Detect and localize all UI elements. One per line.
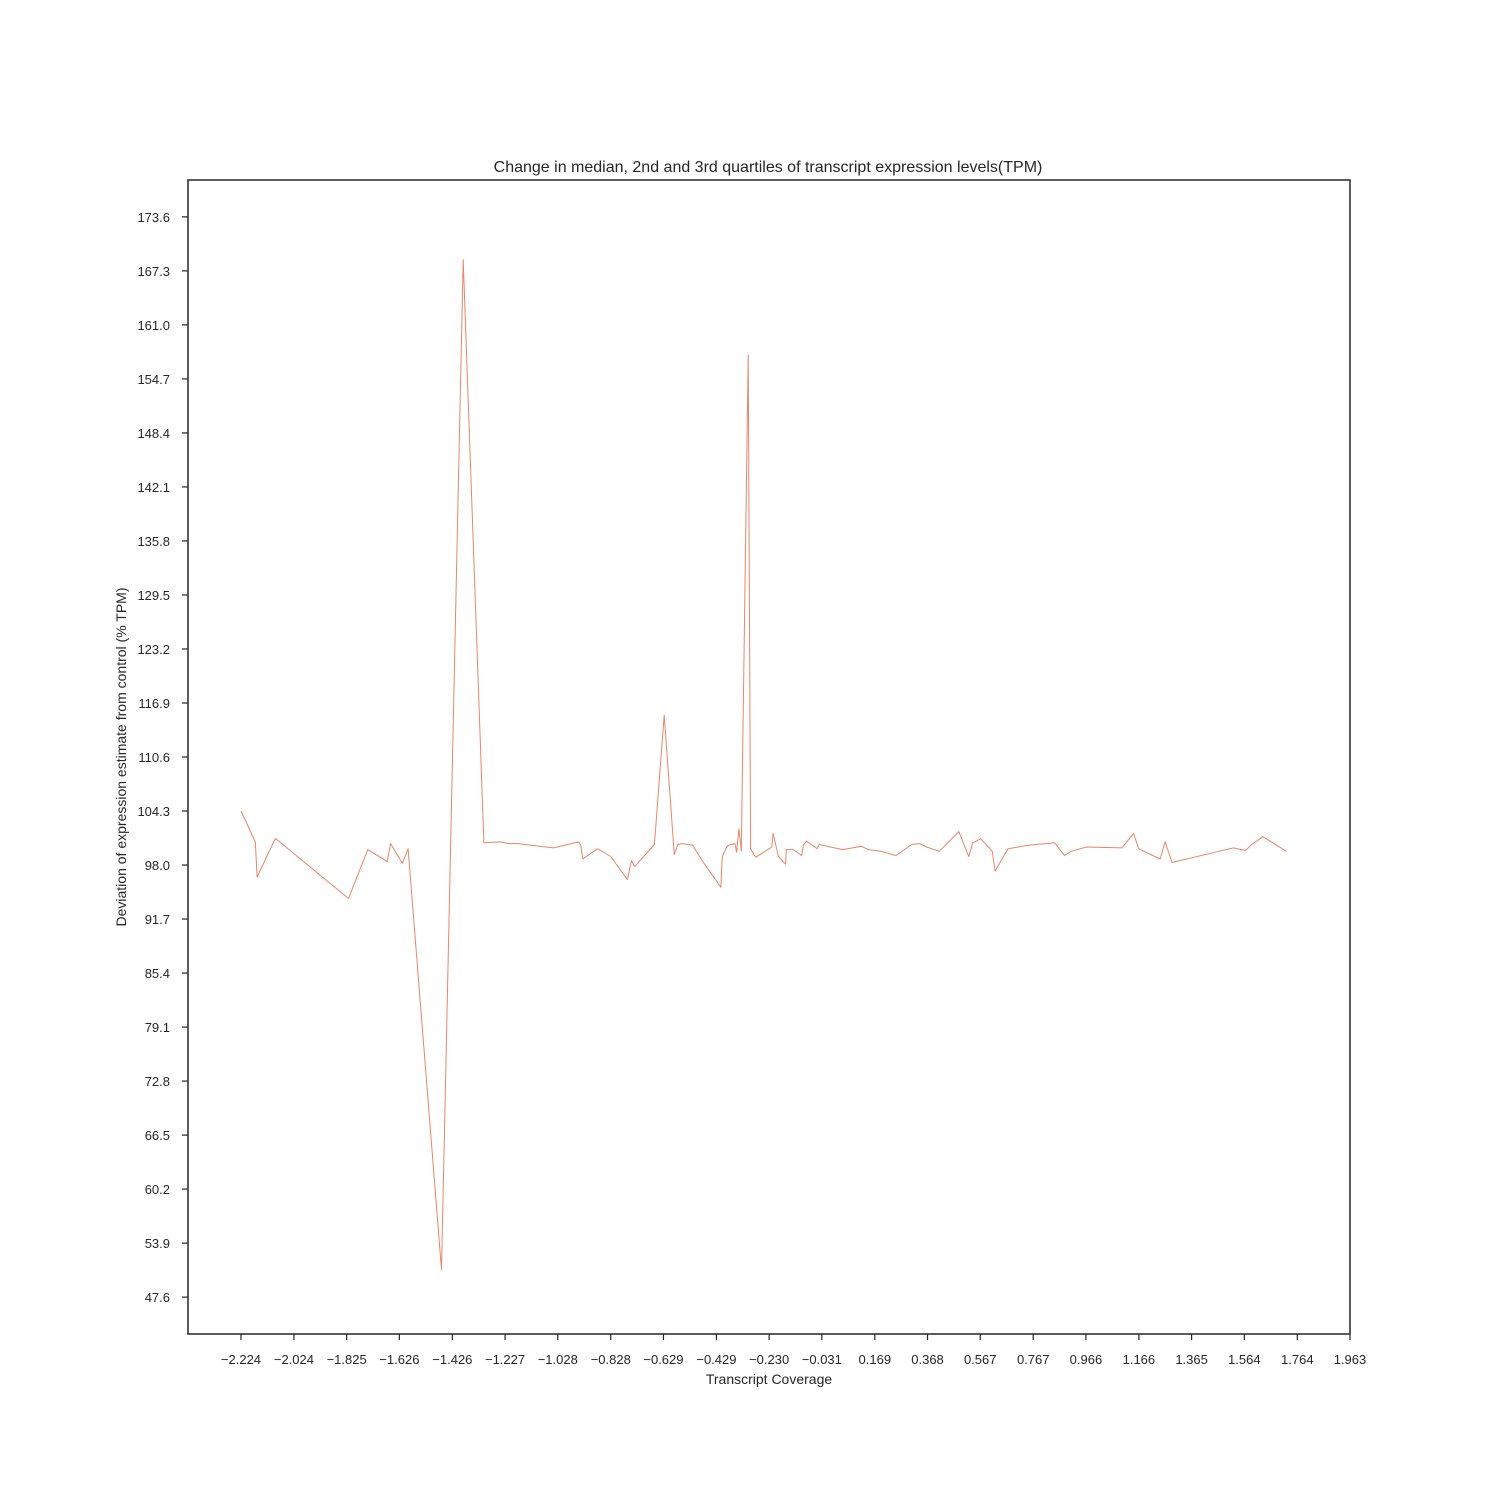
x-tick-label: 1.166 [1123, 1352, 1156, 1367]
x-tick-label: −0.429 [696, 1352, 736, 1367]
y-tick-label: 123.2 [137, 642, 170, 657]
y-tick-label: 142.1 [137, 480, 170, 495]
series-line [240, 259, 1287, 1271]
y-tick-label: 91.7 [145, 912, 170, 927]
y-tick-label: 85.4 [145, 966, 170, 981]
y-tick-label: 79.1 [145, 1020, 170, 1035]
y-tick-label: 148.4 [137, 426, 170, 441]
x-tick-label: −0.230 [749, 1352, 789, 1367]
x-tick-label: 0.169 [859, 1352, 892, 1367]
plot-frame [187, 179, 1351, 1335]
y-tick-label: 98.0 [145, 858, 170, 873]
x-tick-label: 0.767 [1017, 1352, 1050, 1367]
y-tick-label: 60.2 [145, 1182, 170, 1197]
x-tick-label: 1.564 [1228, 1352, 1261, 1367]
x-axis-label: Transcript Coverage [706, 1371, 833, 1387]
y-tick-label: 116.9 [138, 696, 170, 711]
x-axis-ticks: −2.224 −2.024 −1.825 −1.626 −1.426 −1.227 −1.0… [221, 1334, 1366, 1367]
y-tick-label: 66.5 [145, 1128, 170, 1143]
x-tick-label: 0.567 [964, 1352, 997, 1367]
y-tick-label: 104.3 [137, 804, 170, 819]
y-axis-label: Deviation of expression estimate from co… [113, 588, 129, 927]
y-tick-label: 47.6 [145, 1290, 170, 1305]
x-tick-label: −2.024 [274, 1352, 314, 1367]
x-tick-label: 1.764 [1281, 1352, 1314, 1367]
y-tick-label: 154.7 [137, 372, 170, 387]
y-tick-label: 173.6 [137, 210, 170, 225]
x-tick-label: −2.224 [221, 1352, 261, 1367]
y-tick-label: 129.5 [137, 588, 170, 603]
x-tick-label: 0.966 [1070, 1352, 1103, 1367]
series-line-layer [240, 259, 1287, 1271]
y-tick-label: 161.0 [137, 318, 170, 333]
chart-title: Change in median, 2nd and 3rd quartiles … [494, 159, 1043, 176]
y-tick-label: 53.9 [145, 1236, 170, 1251]
y-axis-ticks: 47.6 53.9 60.2 66.5 72.8 79.1 85.4 91.7 98.0 104.… [137, 210, 188, 1305]
x-tick-label: −0.828 [591, 1352, 631, 1367]
y-tick-label: 167.3 [137, 264, 170, 279]
x-tick-label: 1.365 [1175, 1352, 1208, 1367]
x-tick-label: −1.825 [327, 1352, 367, 1367]
y-tick-label: 135.8 [137, 534, 170, 549]
x-tick-label: −1.426 [432, 1352, 472, 1367]
x-tick-label: −1.626 [379, 1352, 419, 1367]
y-tick-label: 72.8 [145, 1074, 170, 1089]
y-tick-label: 110.6 [138, 750, 170, 765]
x-tick-label: −1.028 [538, 1352, 578, 1367]
x-tick-label: 0.368 [911, 1352, 944, 1367]
x-tick-label: −0.629 [643, 1352, 683, 1367]
x-tick-label: 1.963 [1334, 1352, 1367, 1367]
x-tick-label: −1.227 [485, 1352, 525, 1367]
x-tick-label: −0.031 [802, 1352, 842, 1367]
